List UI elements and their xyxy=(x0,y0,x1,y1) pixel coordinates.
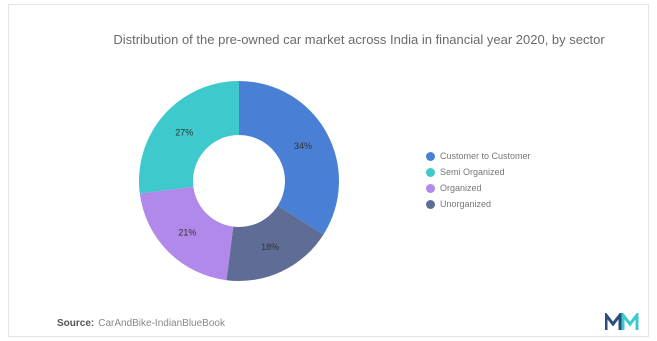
legend-label: Semi Organized xyxy=(440,167,505,177)
source-text: CarAndBike-IndianBlueBook xyxy=(98,318,225,329)
donut-slice-unorganized xyxy=(226,205,324,281)
legend-item-organized: Organized xyxy=(426,180,531,196)
legend-label: Unorganized xyxy=(440,199,492,209)
slice-label-organized: 21% xyxy=(178,228,196,238)
donut-slice-customer-to-customer xyxy=(239,81,339,235)
legend-swatch xyxy=(426,151,435,161)
donut-chart: 34% 18% 21% 27% xyxy=(139,81,339,281)
legend-item-unorganized: Unorganized xyxy=(426,196,531,212)
legend-swatch xyxy=(426,167,435,177)
legend-swatch xyxy=(426,199,435,209)
legend-swatch xyxy=(426,183,435,193)
slice-label-unorganized: 18% xyxy=(261,242,279,252)
legend-label: Customer to Customer xyxy=(440,151,531,161)
legend-label: Organized xyxy=(440,183,482,193)
chart-card: Distribution of the pre-owned car market… xyxy=(8,4,649,337)
legend-item-semi-organized: Semi Organized xyxy=(426,164,531,180)
brand-logo-icon xyxy=(605,313,639,330)
slice-label-semi-organized: 27% xyxy=(175,128,193,138)
donut-slice-semi-organized xyxy=(139,81,239,194)
donut-slice-organized xyxy=(139,186,234,281)
legend-item-customer-to-customer: Customer to Customer xyxy=(426,148,531,164)
chart-title: Distribution of the pre-owned car market… xyxy=(113,32,605,47)
source-note: Source: CarAndBike-IndianBlueBook xyxy=(57,318,225,329)
source-label: Source: xyxy=(57,318,95,329)
slice-label-customer-to-customer: 34% xyxy=(294,141,312,151)
chart-legend: Customer to Customer Semi Organized Organi… xyxy=(426,148,531,212)
